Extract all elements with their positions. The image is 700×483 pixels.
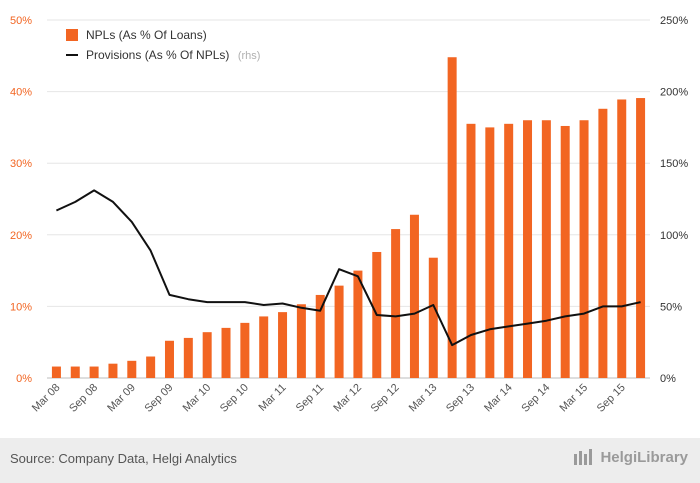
npl-bar (183, 337, 193, 378)
source-text: Source: Company Data, Helgi Analytics (10, 451, 237, 466)
brand-name: HelgiLibrary (600, 448, 688, 466)
npl-bar (466, 123, 476, 378)
x-tick-label: Mar 08 (30, 382, 63, 415)
npl-bars (51, 57, 646, 379)
npl-bar (127, 360, 137, 378)
npl-bar (146, 356, 156, 378)
npl-bar (617, 99, 627, 378)
provisions-line (55, 189, 641, 347)
x-tick-label: Mar 11 (257, 382, 289, 414)
x-axis: Mar 08 Sep 08 Mar 09 Sep 09 Mar 10 Sep 10 Mar … (30, 382, 628, 415)
npl-bar (391, 229, 401, 378)
npl-bar (504, 123, 514, 378)
npl-bar (70, 366, 80, 378)
npl-bar (296, 304, 306, 378)
x-tick-label: Sep 09 (142, 382, 175, 415)
legend-swatch-npl (66, 29, 78, 41)
x-tick-label: Mar 09 (105, 382, 138, 415)
x-tick-label: Mar 14 (482, 382, 515, 415)
npl-bar (51, 366, 61, 378)
npl-bar (315, 294, 325, 378)
npl-bar (259, 316, 269, 378)
npl-bar (447, 57, 457, 379)
y-right-tick-label: 200% (660, 87, 688, 99)
npl-bar (579, 120, 589, 379)
npl-bar (278, 312, 288, 378)
x-tick-label: Mar 13 (407, 382, 440, 415)
y-axis-left: 0% 10% 20% 30% 40% 50% (10, 15, 32, 385)
y-left-tick-label: 10% (10, 301, 32, 313)
x-tick-label: Sep 08 (67, 382, 100, 415)
footer: Source: Company Data, Helgi Analytics He… (0, 438, 700, 483)
y-right-tick-label: 250% (660, 15, 688, 27)
npl-bar (409, 214, 419, 378)
npl-bar (428, 257, 438, 378)
y-right-tick-label: 50% (660, 301, 682, 313)
npl-bar (108, 363, 118, 378)
npl-bar (353, 270, 363, 378)
legend-label-rhs: (rhs) (238, 50, 261, 62)
npl-bar (541, 120, 551, 379)
x-tick-label: Mar 15 (557, 382, 590, 415)
npl-bar (334, 285, 344, 378)
npl-bar (164, 340, 174, 378)
y-right-tick-label: 100% (660, 230, 688, 242)
y-left-tick-label: 40% (10, 87, 32, 99)
npl-bar (89, 366, 99, 378)
npl-bar (202, 332, 212, 378)
y-right-tick-label: 150% (660, 158, 688, 170)
x-tick-label: Sep 11 (294, 382, 327, 415)
legend: NPLs (As % Of Loans) Provisions (As % Of… (66, 28, 260, 63)
y-right-tick-label: 0% (660, 373, 676, 385)
npl-bar (560, 125, 570, 378)
legend-label-npl: NPLs (As % Of Loans) (86, 28, 207, 42)
x-tick-label: Mar 12 (331, 382, 364, 415)
x-tick-label: Sep 14 (519, 382, 552, 415)
y-left-tick-label: 30% (10, 158, 32, 170)
npl-bar (240, 322, 250, 378)
legend-label-provisions-group: Provisions (As % Of NPLs) (rhs) (86, 46, 260, 63)
npl-bar (221, 327, 231, 378)
npl-bar (598, 108, 608, 378)
x-tick-label: Sep 13 (444, 382, 477, 415)
gridlines (47, 19, 650, 379)
chart: 0%10%20%30%40%50% 0%50%100%150%200%250% … (10, 15, 688, 415)
library-icon (574, 449, 593, 465)
y-axis-right: 0% 50% 100% 150% 200% 250% (660, 15, 688, 385)
x-tick-label: Sep 10 (218, 382, 251, 415)
provisions-line-path (55, 189, 641, 347)
y-left-tick-label: 0% (16, 373, 32, 385)
npl-bar (636, 98, 646, 378)
x-tick-label: Sep 15 (595, 382, 628, 415)
legend-label-provisions: Provisions (As % Of NPLs) (86, 48, 229, 62)
y-left-tick-label: 20% (10, 230, 32, 242)
x-tick-label: Sep 12 (369, 382, 402, 415)
brand-logo[interactable]: HelgiLibrary (573, 448, 688, 466)
npl-bar (523, 120, 533, 379)
x-tick-label: Mar 10 (181, 382, 214, 415)
y-left-tick-label: 50% (10, 15, 32, 27)
npl-bar (485, 127, 495, 379)
